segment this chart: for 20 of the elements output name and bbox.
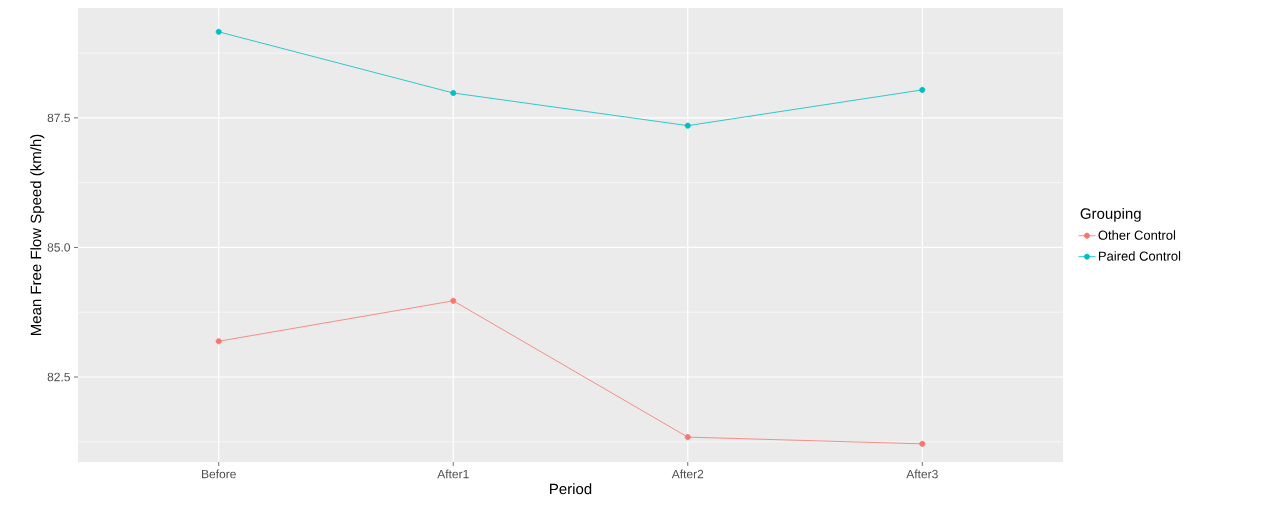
point [215, 28, 222, 35]
y-tick-label: 87.5 [47, 113, 70, 123]
point [450, 89, 457, 96]
y-tick-label: 85.0 [47, 243, 71, 252]
point [919, 440, 926, 447]
point [919, 86, 926, 93]
legend-title: Grouping [1080, 207, 1141, 222]
x-tick-label: Before [202, 469, 236, 479]
x-tick-label: After2 [671, 469, 704, 479]
x-tick-label: After3 [906, 469, 938, 479]
y-axis-title: Mean Free Flow Speed (km/h) [30, 134, 45, 336]
y-tick-label: 82.5 [47, 372, 70, 382]
legend-label: Other Control [1098, 230, 1176, 240]
point [684, 122, 691, 129]
x-axis-title: Period [550, 483, 592, 495]
point [215, 338, 222, 345]
point [450, 297, 457, 304]
legend-label: Paired Control [1098, 251, 1181, 261]
x-tick-label: After1 [437, 469, 469, 479]
point [684, 434, 691, 441]
